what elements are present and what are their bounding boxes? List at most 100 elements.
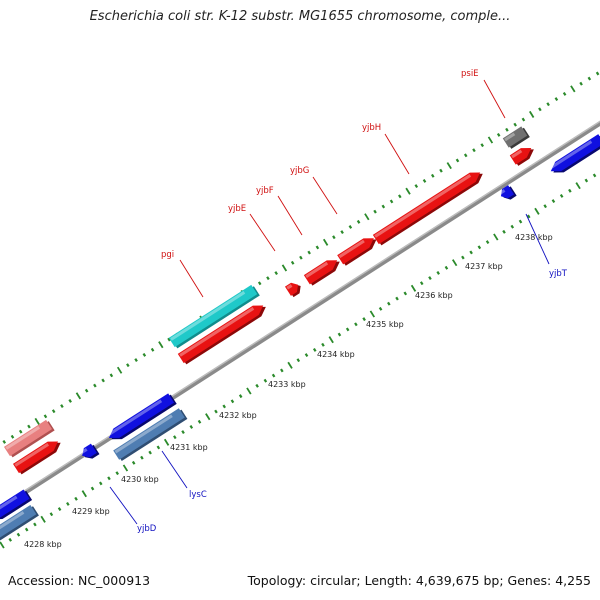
gene-right-blue-arrow[interactable] (548, 133, 600, 178)
minor-tick (428, 276, 432, 280)
minor-tick (472, 148, 476, 153)
minor-tick (134, 358, 138, 362)
scale-label: 4228 kbp (24, 540, 62, 549)
feature-highlight (286, 284, 293, 290)
gene-features (0, 126, 600, 541)
scale-label: 4237 kbp (465, 262, 503, 271)
gene-yjbe-arrow[interactable] (284, 279, 304, 298)
scale-label: 4238 kbp (515, 233, 553, 242)
lower-tick-row (0, 173, 597, 549)
gene-label-yjbd[interactable]: yjbD (137, 524, 157, 534)
minor-tick (8, 537, 13, 542)
gene-label-yjbg[interactable]: yjbG (290, 166, 309, 176)
feature-highlight (374, 174, 472, 238)
topology-summary: Topology: circular; Length: 4,639,675 bp… (247, 573, 591, 588)
minor-tick (477, 245, 482, 250)
gene-yjbf-arrow[interactable] (303, 255, 343, 287)
minor-tick (562, 92, 567, 96)
feature-body (113, 408, 185, 460)
minor-tick (422, 179, 427, 183)
minor-tick (98, 481, 103, 486)
gene-yjbh-arrow[interactable] (372, 167, 486, 246)
minor-tick (595, 71, 600, 76)
minor-tick (340, 230, 344, 235)
minor-tick (24, 527, 29, 532)
gene-label-yjbe[interactable]: yjbE (228, 204, 246, 214)
minor-tick (356, 219, 361, 224)
minor-tick (49, 512, 54, 517)
minor-tick (222, 404, 226, 409)
gene-lysc-steel-block[interactable] (113, 407, 188, 461)
minor-tick (373, 209, 377, 214)
major-tick (534, 207, 540, 215)
major-tick (287, 361, 293, 369)
scale-labels: 4228 kbp 4229 kbp 4230 kbp 4231 kbp 4232… (24, 233, 553, 549)
map-title: Escherichia coli str. K-12 substr. MG165… (89, 9, 511, 24)
minor-tick (444, 265, 449, 270)
feature-body (82, 443, 97, 458)
gene-light-red-block[interactable] (3, 419, 55, 458)
minor-tick (592, 173, 597, 178)
feature-body (12, 441, 59, 474)
gene-yjbg-arrow[interactable] (337, 233, 379, 267)
minor-tick (455, 158, 460, 163)
gene-yjbt-arrow[interactable] (498, 184, 517, 203)
gene-left-red-arrow[interactable] (12, 436, 64, 475)
feature-highlight (504, 132, 516, 142)
minor-tick (496, 132, 501, 137)
major-tick (116, 366, 123, 374)
minor-tick (559, 193, 564, 198)
minor-tick (109, 373, 114, 378)
minor-tick (197, 419, 202, 424)
feature-highlight (0, 495, 18, 517)
gene-bottom-blue-arrow[interactable] (0, 489, 33, 525)
gene-label-psie[interactable]: psiE (461, 69, 479, 79)
gene-yjbd-arrow[interactable] (79, 443, 100, 463)
feature-body (500, 185, 515, 199)
feature-body (0, 504, 37, 540)
minor-tick (18, 429, 23, 434)
gene-label-lysc[interactable]: lysC (189, 490, 207, 500)
minor-tick (510, 224, 515, 229)
minor-tick (469, 250, 473, 255)
major-tick (158, 341, 164, 349)
minor-tick (378, 306, 383, 311)
major-tick (364, 213, 370, 221)
gene-pgi-arrow[interactable] (177, 300, 269, 365)
minor-tick (513, 122, 517, 127)
minor-tick (587, 76, 592, 81)
major-tick (205, 413, 211, 421)
minor-tick (66, 501, 70, 506)
gene-psie-block[interactable] (502, 126, 530, 150)
feature-highlight (5, 426, 41, 450)
minor-tick (57, 507, 62, 512)
gene-label-yjbf[interactable]: yjbF (256, 186, 274, 196)
gene-label-yjbh[interactable]: yjbH (362, 123, 381, 133)
gene-label-yjbt[interactable]: yjbT (549, 269, 568, 279)
gene-label-pgi[interactable]: pgi (161, 250, 174, 260)
minor-tick (505, 127, 509, 132)
minor-tick (140, 455, 144, 460)
minor-tick (181, 430, 185, 435)
minor-tick (263, 378, 268, 383)
feature-highlight (338, 239, 365, 259)
feature-body (177, 305, 264, 364)
gene-psie-arrow[interactable] (509, 143, 537, 167)
major-tick (322, 238, 329, 246)
major-tick (575, 182, 581, 190)
minor-tick (27, 424, 31, 429)
minor-tick (60, 404, 64, 409)
minor-tick (33, 522, 37, 527)
feature-highlight (305, 261, 329, 278)
feature-highlight (179, 307, 255, 357)
major-tick (451, 259, 458, 267)
gene-lysc-arrow[interactable] (106, 393, 177, 445)
feature-highlight (0, 511, 25, 533)
upper-tick-row (2, 71, 600, 444)
gene-pgi-block-cyan[interactable] (168, 284, 260, 349)
scale-label: 4230 kbp (121, 475, 159, 484)
feature-body (108, 393, 175, 438)
gene-bottom-steel-block[interactable] (0, 504, 39, 541)
minor-tick (90, 486, 95, 491)
